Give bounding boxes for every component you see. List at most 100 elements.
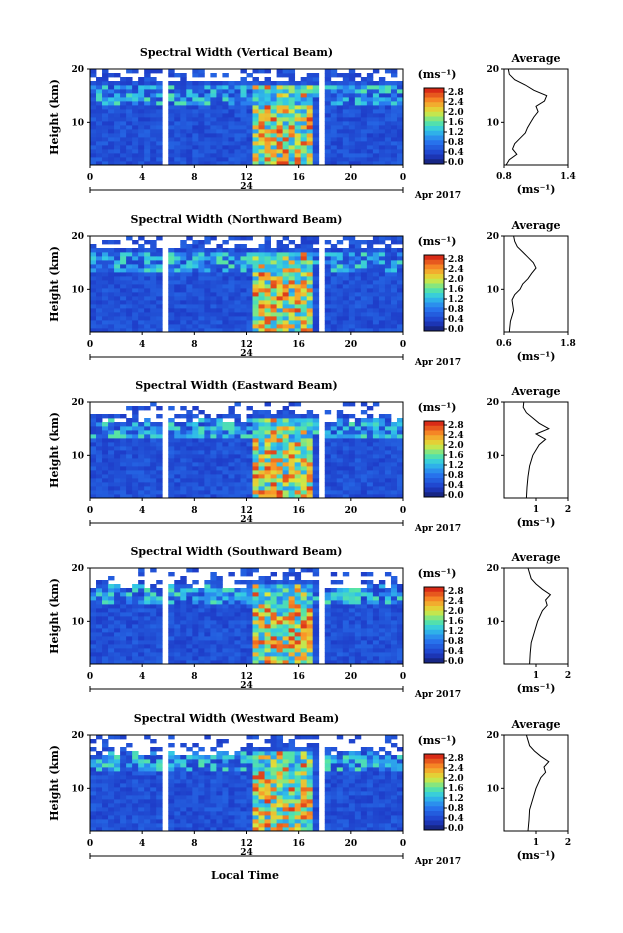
colorbar-swatch <box>424 421 444 426</box>
heatmap-cell <box>313 434 319 438</box>
heatmap-cell <box>240 93 246 97</box>
heatmap-cell <box>198 304 204 308</box>
heatmap-cell <box>373 320 379 324</box>
heatmap-cell <box>156 125 162 129</box>
heatmap-cell <box>234 268 240 272</box>
heatmap-cell <box>204 113 210 117</box>
heatmap-cell <box>240 604 246 608</box>
heatmap-cell <box>144 783 150 787</box>
heatmap-cell <box>150 93 156 97</box>
heatmap-cell <box>325 320 331 324</box>
heatmap-cell <box>192 799 198 803</box>
heatmap-cell <box>259 145 265 149</box>
heatmap-cell <box>397 636 403 640</box>
heatmap-cell <box>150 304 156 308</box>
heatmap-cell <box>174 105 180 109</box>
heatmap-cell <box>126 252 132 256</box>
heatmap-cell <box>379 81 385 85</box>
heatmap-cell <box>283 588 289 592</box>
heatmap-cell <box>277 414 283 418</box>
heatmap-cell <box>168 466 174 470</box>
heatmap-cell <box>289 628 295 632</box>
heatmap-cell <box>355 624 361 628</box>
heatmap-cell <box>301 157 307 161</box>
heatmap-cell <box>216 418 222 422</box>
heatmap-cell <box>168 735 174 739</box>
heatmap-cell <box>247 568 253 572</box>
heatmap-cell <box>150 248 156 252</box>
heatmap-cell <box>385 414 391 418</box>
heatmap-cell <box>240 288 246 292</box>
heatmap-cell <box>379 616 385 620</box>
heatmap-cell <box>228 486 234 490</box>
heatmap-cell <box>174 157 180 161</box>
heatmap-cell <box>247 141 253 145</box>
heatmap-cell <box>126 636 132 640</box>
heatmap-cell <box>216 141 222 145</box>
heatmap-cell <box>295 490 301 494</box>
heatmap-cell <box>144 141 150 145</box>
heatmap-cell <box>120 133 126 137</box>
heatmap-cell <box>301 109 307 113</box>
heatmap-cell <box>331 129 337 133</box>
heatmap-cell <box>96 771 102 775</box>
heatmap-cell <box>331 85 337 89</box>
heatmap-cell <box>216 85 222 89</box>
heatmap-cell <box>210 93 216 97</box>
heatmap-cell <box>265 320 271 324</box>
heatmap-cell <box>228 446 234 450</box>
heatmap-cell <box>367 478 373 482</box>
heatmap-cell <box>289 77 295 81</box>
heatmap-cell <box>198 256 204 260</box>
heatmap-cell <box>343 612 349 616</box>
heatmap-cell <box>373 149 379 153</box>
heatmap-cell <box>283 89 289 93</box>
x-tick-label: 8 <box>191 173 197 183</box>
heatmap-cell <box>186 320 192 324</box>
heatmap-cell <box>313 478 319 482</box>
avg-y-tick-label: 10 <box>486 285 499 295</box>
heatmap-cell <box>331 73 337 77</box>
heatmap-cell <box>373 450 379 454</box>
heatmap-cell <box>186 458 192 462</box>
heatmap-cell <box>144 482 150 486</box>
heatmap-cell <box>343 312 349 316</box>
heatmap-cell <box>216 478 222 482</box>
heatmap-cell <box>102 791 108 795</box>
heatmap-cell <box>349 149 355 153</box>
heatmap-cell <box>259 458 265 462</box>
heatmap-cell <box>247 93 253 97</box>
heatmap-cell <box>385 244 391 248</box>
heatmap-cell <box>253 272 259 276</box>
heatmap-cell <box>259 244 265 248</box>
heatmap-cell <box>385 320 391 324</box>
heatmap-cell <box>96 612 102 616</box>
heatmap-cell <box>90 418 96 422</box>
heatmap-cell <box>108 113 114 117</box>
heatmap-cell <box>259 422 265 426</box>
heatmap-cell <box>132 474 138 478</box>
heatmap-cell <box>132 450 138 454</box>
heatmap-cell <box>271 426 277 430</box>
heatmap-cell <box>168 584 174 588</box>
heatmap-cell <box>253 276 259 280</box>
heatmap-cell <box>198 316 204 320</box>
heatmap-cell <box>283 648 289 652</box>
heatmap-cell <box>192 815 198 819</box>
heatmap-cell <box>198 141 204 145</box>
heatmap-cell <box>271 584 277 588</box>
heatmap-cell <box>259 264 265 268</box>
heatmap-cell <box>259 157 265 161</box>
heatmap-cell <box>210 284 216 288</box>
heatmap-cell <box>295 640 301 644</box>
heatmap-cell <box>168 799 174 803</box>
heatmap-cell <box>343 620 349 624</box>
heatmap-cell <box>259 260 265 264</box>
heatmap-cell <box>120 791 126 795</box>
heatmap-cell <box>156 264 162 268</box>
colorbar-swatch <box>424 155 444 160</box>
heatmap-cell <box>343 73 349 77</box>
heatmap-cell <box>114 288 120 292</box>
heatmap-cell <box>108 763 114 767</box>
